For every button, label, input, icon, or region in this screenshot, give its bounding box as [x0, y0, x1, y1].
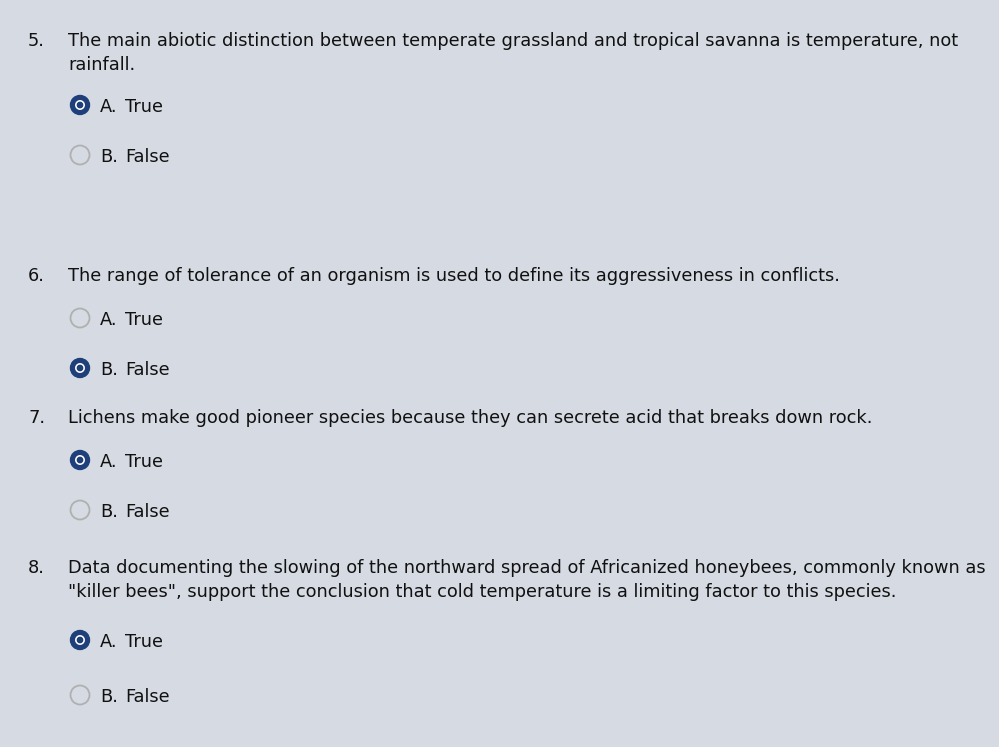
Text: B.: B.	[100, 503, 118, 521]
Text: False: False	[125, 688, 170, 706]
Circle shape	[71, 96, 90, 114]
Text: Data documenting the slowing of the northward spread of Africanized honeybees, c: Data documenting the slowing of the nort…	[68, 559, 986, 601]
Text: The main abiotic distinction between temperate grassland and tropical savanna is: The main abiotic distinction between tem…	[68, 32, 958, 74]
Text: The range of tolerance of an organism is used to define its aggressiveness in co: The range of tolerance of an organism is…	[68, 267, 840, 285]
Circle shape	[77, 365, 83, 371]
Text: B.: B.	[100, 148, 118, 166]
Text: Lichens make good pioneer species because they can secrete acid that breaks down: Lichens make good pioneer species becaus…	[68, 409, 872, 427]
Text: True: True	[125, 98, 163, 116]
Circle shape	[71, 630, 90, 649]
Text: A.: A.	[100, 633, 118, 651]
Text: A.: A.	[100, 311, 118, 329]
Text: 6.: 6.	[28, 267, 45, 285]
Text: B.: B.	[100, 688, 118, 706]
Text: 7.: 7.	[28, 409, 45, 427]
Text: A.: A.	[100, 98, 118, 116]
Circle shape	[71, 359, 90, 377]
Text: False: False	[125, 361, 170, 379]
Text: 5.: 5.	[28, 32, 45, 50]
Text: B.: B.	[100, 361, 118, 379]
Circle shape	[71, 450, 90, 470]
Circle shape	[77, 457, 83, 462]
Circle shape	[76, 101, 84, 109]
Circle shape	[76, 636, 84, 644]
Text: False: False	[125, 148, 170, 166]
Circle shape	[76, 364, 84, 372]
Circle shape	[76, 456, 84, 465]
Text: True: True	[125, 311, 163, 329]
Text: True: True	[125, 453, 163, 471]
Text: 8.: 8.	[28, 559, 45, 577]
Text: A.: A.	[100, 453, 118, 471]
Text: False: False	[125, 503, 170, 521]
Circle shape	[77, 102, 83, 108]
Circle shape	[77, 637, 83, 642]
Text: True: True	[125, 633, 163, 651]
